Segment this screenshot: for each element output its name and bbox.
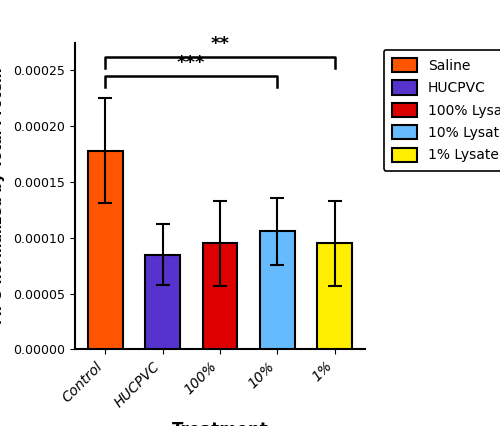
X-axis label: Treatment: Treatment	[172, 421, 268, 426]
Bar	[260, 231, 294, 349]
Bar	[146, 254, 180, 349]
Bar	[318, 243, 352, 349]
Bar	[88, 151, 122, 349]
Text: **: **	[210, 35, 230, 53]
Legend: Saline, HUCPVC, 100% Lysate, 10% Lysate, 1% Lysate: Saline, HUCPVC, 100% Lysate, 10% Lysate,…	[384, 49, 500, 171]
Text: ***: ***	[177, 54, 206, 72]
Y-axis label: MPO normalized by Total Protein: MPO normalized by Total Protein	[0, 68, 5, 324]
Bar	[203, 243, 237, 349]
